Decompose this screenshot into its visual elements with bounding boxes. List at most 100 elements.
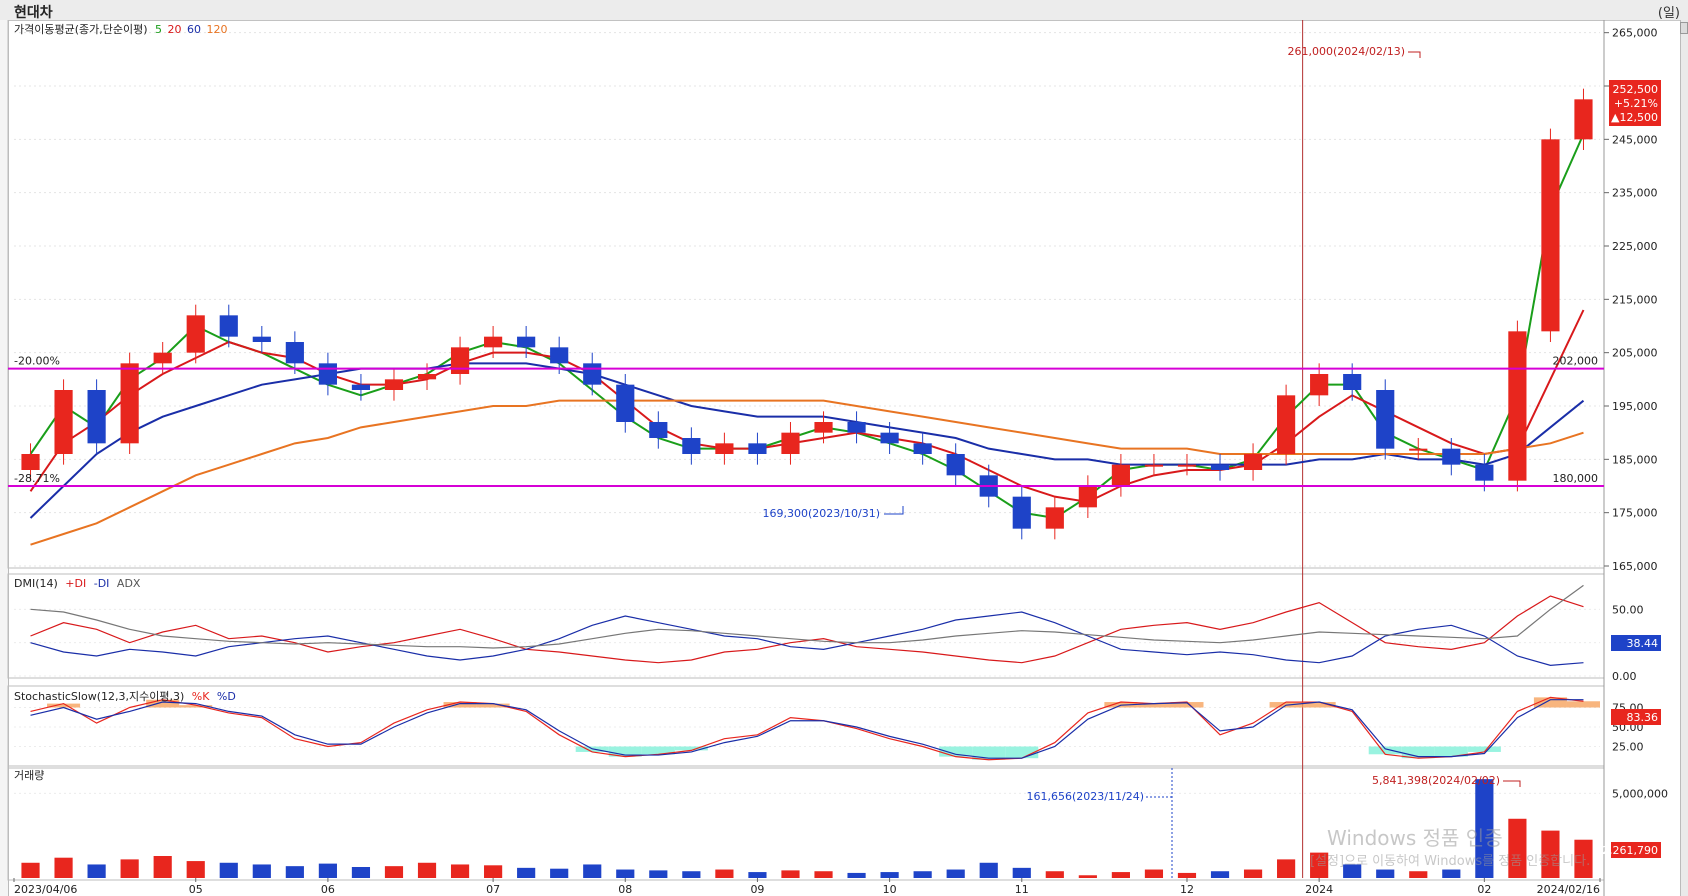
volume-bar xyxy=(748,872,767,878)
main-legend: 가격이동평균(종가,단순이평) 5 20 60 120 xyxy=(14,23,228,36)
volume-legend: 거래량 xyxy=(14,769,44,782)
ref-line-left-label: -20.00% xyxy=(14,355,60,368)
low-note-arrow xyxy=(884,506,904,515)
volume-min-note: 161,656(2023/11/24) xyxy=(1027,790,1144,803)
ref-line-left-label: -28.71% xyxy=(14,472,60,485)
osc-line-ADX xyxy=(30,584,1584,649)
dmi-value-tag-bg xyxy=(1611,635,1661,651)
price-tick-label: 225,000 xyxy=(1612,240,1658,253)
price-tag-pct: +5.21% xyxy=(1614,97,1658,110)
ma-line-5 xyxy=(29,133,1585,520)
volume-bar xyxy=(583,864,602,878)
oversold-fill xyxy=(1005,746,1039,759)
candle-body xyxy=(517,336,536,348)
current-price-tag: 252,500 +5.21% ▲12,500 xyxy=(1609,80,1661,126)
osc-tick-label: 50.00 xyxy=(1612,603,1644,616)
candle-body xyxy=(21,454,40,470)
candle-body xyxy=(1508,331,1527,481)
candle-body xyxy=(880,432,899,444)
oversold-fill xyxy=(939,746,973,757)
candle-body xyxy=(814,422,833,433)
candle-body xyxy=(781,432,800,454)
oversold-fill xyxy=(1368,746,1402,755)
candle-body xyxy=(87,390,106,444)
osc-tick-label: 0.00 xyxy=(1612,670,1637,683)
candle-body xyxy=(1078,486,1097,508)
overbought-fill xyxy=(443,702,477,708)
period-unit[interactable]: (일) xyxy=(1657,6,1680,21)
volume-tick-label: 5,000,000 xyxy=(1612,787,1668,800)
volume-bar xyxy=(649,870,668,878)
price-grid xyxy=(14,20,1600,878)
candle-body xyxy=(285,342,304,364)
dmi-value-tag: 38.44 xyxy=(1627,637,1659,650)
candle-body xyxy=(1541,139,1560,332)
volume-bar xyxy=(1277,859,1296,878)
volume-bar xyxy=(880,872,899,878)
overbought-fill xyxy=(1302,702,1336,708)
candle-body xyxy=(351,384,371,390)
volume-bar xyxy=(781,870,800,878)
oversold-fill xyxy=(608,746,642,757)
candle-body xyxy=(120,363,139,444)
price-tick-label: 175,000 xyxy=(1612,507,1658,520)
windows-activation-watermark: Windows 정품 인증 xyxy=(1327,826,1503,850)
price-tick-label: 165,000 xyxy=(1612,560,1658,573)
volume-bar xyxy=(1409,871,1428,878)
candle-body xyxy=(1045,507,1064,529)
ref-line-right-label: 180,000 xyxy=(1553,472,1599,485)
windows-activation-hint: [설정]으로 이동하여 Windows를 정품 인증합니다. xyxy=(1310,854,1591,869)
overbought-fill xyxy=(146,699,180,708)
candle-body xyxy=(715,443,734,454)
volume-value-tag: 2,261,790 xyxy=(1602,844,1658,857)
oversold-fill xyxy=(1467,746,1501,752)
volume-max-note: 5,841,398(2024/02/02) xyxy=(1372,774,1500,787)
volume-bar xyxy=(186,861,205,878)
candle-body xyxy=(186,315,205,353)
price-tick-label: 195,000 xyxy=(1612,400,1658,413)
low-price-note: 169,300(2023/10/31) xyxy=(763,507,880,520)
candle-body xyxy=(252,336,271,342)
volume-bar xyxy=(417,862,437,878)
volume-bar xyxy=(1541,830,1560,878)
candle-body xyxy=(847,422,866,433)
restore-button[interactable] xyxy=(1680,22,1688,34)
volume-bar xyxy=(1144,869,1164,878)
volume-value-tag-bg xyxy=(1611,842,1661,858)
volume-bar xyxy=(120,859,139,878)
osc-tick-label: 25.00 xyxy=(1612,741,1644,754)
high-note-arrow xyxy=(1408,51,1421,58)
date-tick-label: 08 xyxy=(618,883,632,896)
oversold-fill xyxy=(972,746,1006,760)
candle-body xyxy=(1475,464,1494,481)
volume-bar xyxy=(87,864,106,878)
volume-bar xyxy=(153,856,172,878)
volume-bar xyxy=(384,866,404,878)
volume-bar xyxy=(814,871,833,878)
volume-bar xyxy=(715,869,734,878)
candle-body xyxy=(550,347,569,364)
candle-body xyxy=(616,384,635,422)
date-tick-label: 06 xyxy=(321,883,335,896)
volume-bar xyxy=(21,862,40,878)
volume-bar xyxy=(616,869,635,878)
right-scrollbar[interactable] xyxy=(1680,20,1688,896)
volume-bar xyxy=(979,862,998,878)
chart-area[interactable]: 265,000255,000245,000235,000225,000215,0… xyxy=(0,20,1688,896)
volume-bars xyxy=(21,779,1593,878)
candle-body xyxy=(219,315,238,337)
candle-body xyxy=(318,363,337,385)
volume-bar xyxy=(285,866,304,878)
overbought-fill xyxy=(1566,701,1600,708)
candle-body xyxy=(1442,448,1461,465)
volume-bar xyxy=(847,872,866,878)
candle-body xyxy=(1243,454,1263,470)
overbought-fill xyxy=(1170,702,1204,708)
volume-bar xyxy=(1210,871,1230,878)
candle-body xyxy=(748,443,767,454)
oversold-fill xyxy=(641,746,675,755)
volume-bar xyxy=(1343,864,1362,878)
volume-bar xyxy=(913,871,932,878)
ma-line-120 xyxy=(30,399,1584,546)
